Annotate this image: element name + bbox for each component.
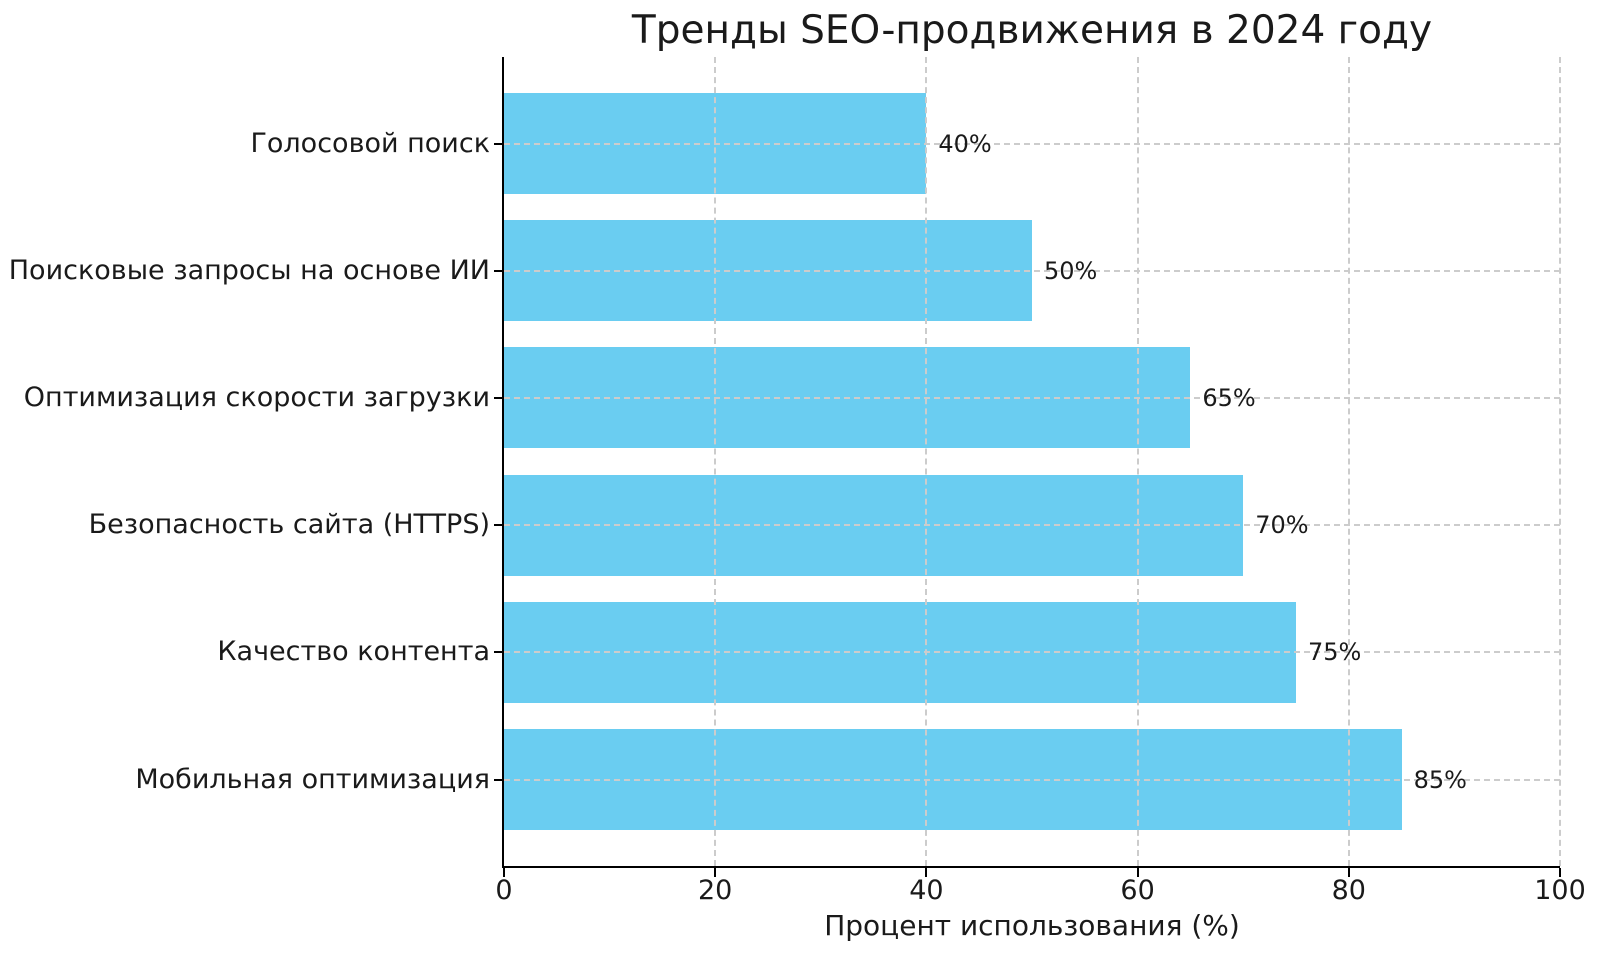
gridline-horizontal xyxy=(504,651,1560,654)
y-axis-category-label: Голосовой поиск xyxy=(250,127,490,159)
bar-value-label: 75% xyxy=(1308,638,1362,667)
y-tick-mark xyxy=(494,778,504,781)
x-tick-mark xyxy=(1559,868,1561,877)
gridline-vertical xyxy=(1136,57,1139,866)
x-tick-mark xyxy=(925,868,928,877)
x-axis-label: Процент использования (%) xyxy=(824,909,1240,942)
x-tick-label: 20 xyxy=(698,875,733,906)
gridline-vertical xyxy=(1347,57,1350,866)
x-axis-spine xyxy=(502,866,1560,868)
x-tick-label: 100 xyxy=(1534,875,1586,906)
y-tick-mark xyxy=(494,142,504,145)
chart-title: Тренды SEO-продвижения в 2024 году xyxy=(631,8,1433,53)
x-tick-label: 80 xyxy=(1331,875,1366,906)
gridline-vertical xyxy=(714,57,717,866)
y-axis-category-label: Поисковые запросы на основе ИИ xyxy=(8,254,490,286)
y-axis-spine xyxy=(502,57,504,868)
y-axis-category-label: Безопасность сайта (HTTPS) xyxy=(88,509,490,541)
y-tick-mark xyxy=(494,651,504,654)
gridline-vertical xyxy=(925,57,928,866)
x-tick-label: 60 xyxy=(1120,875,1155,906)
x-tick-label: 0 xyxy=(495,875,513,906)
x-tick-mark xyxy=(714,868,717,877)
gridline-vertical xyxy=(1559,57,1561,866)
bar-value-label: 85% xyxy=(1413,765,1467,794)
bar-value-label: 40% xyxy=(938,129,992,158)
gridline-horizontal xyxy=(504,396,1560,399)
x-tick-label: 40 xyxy=(909,875,944,906)
y-tick-mark xyxy=(494,396,504,399)
gridline-horizontal xyxy=(504,778,1560,781)
gridline-horizontal xyxy=(504,524,1560,527)
y-tick-mark xyxy=(494,524,504,527)
x-tick-mark xyxy=(503,868,505,877)
y-tick-mark xyxy=(494,269,504,272)
x-tick-mark xyxy=(1136,868,1139,877)
y-axis-category-label: Мобильная оптимизация xyxy=(135,763,490,795)
bar-value-label: 50% xyxy=(1044,256,1098,285)
gridline-horizontal xyxy=(504,142,1560,145)
bar-value-label: 70% xyxy=(1255,511,1309,540)
gridline-horizontal xyxy=(504,269,1560,272)
y-axis-category-label: Качество контента xyxy=(217,636,490,668)
x-tick-mark xyxy=(1347,868,1350,877)
y-axis-category-label: Оптимизация скорости загрузки xyxy=(23,381,490,413)
bar-value-label: 65% xyxy=(1202,383,1256,412)
